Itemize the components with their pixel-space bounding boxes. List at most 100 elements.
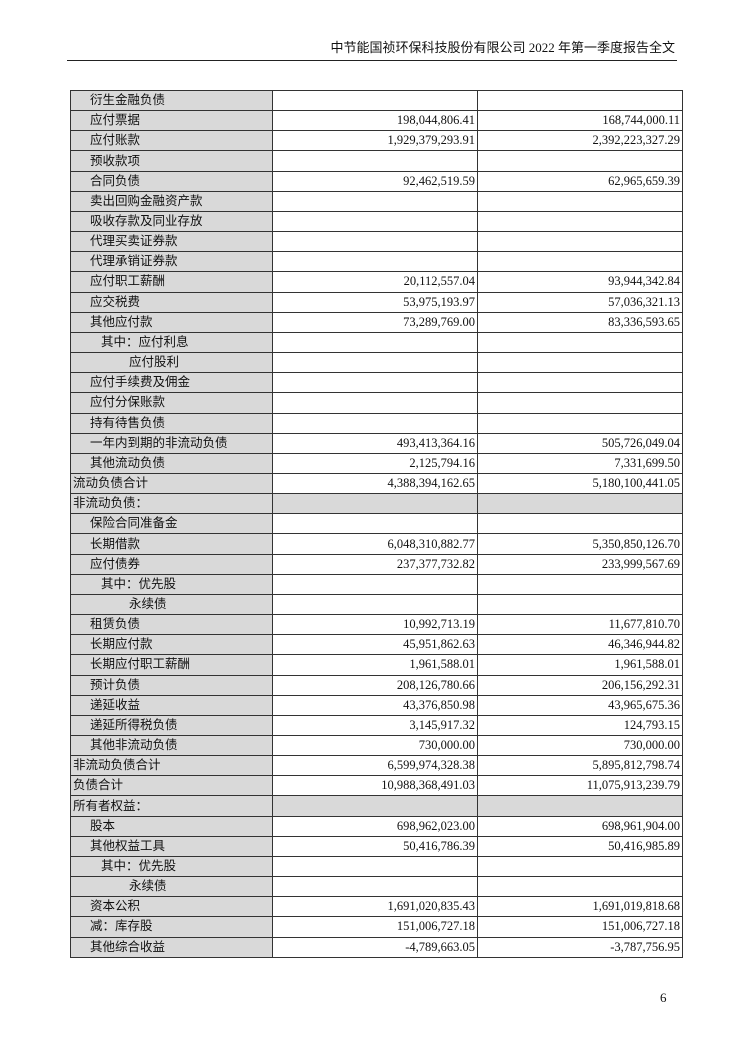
- row-label: 其他应付款: [70, 311, 273, 333]
- period-end-value: 53,975,193.97: [272, 291, 478, 313]
- row-label: 减：库存股: [70, 916, 273, 938]
- prior-period-value: [477, 331, 683, 354]
- table-row: 递延所得税负债 3,145,917.32 124,793.15: [70, 714, 683, 737]
- row-label: 股本: [70, 815, 273, 837]
- row-label: 负债合计: [70, 775, 273, 797]
- table-row: 应付分保账款: [70, 392, 683, 414]
- row-label: 非流动负债合计: [70, 755, 273, 777]
- table-row: 永续债: [70, 593, 683, 616]
- prior-period-value: 50,416,985.89: [477, 835, 683, 857]
- period-end-value: 730,000.00: [272, 734, 478, 757]
- row-label: 长期应付款: [70, 634, 273, 656]
- period-end-value: 43,376,850.98: [272, 694, 478, 716]
- table-row: 保险合同准备金: [70, 513, 683, 535]
- row-label: 其他权益工具: [70, 835, 273, 857]
- prior-period-value: 168,744,000.11: [477, 110, 683, 132]
- row-label: 递延收益: [70, 694, 273, 716]
- prior-period-value: [477, 231, 683, 253]
- table-row: 吸收存款及同业存放: [70, 210, 683, 233]
- period-end-value: 2,125,794.16: [272, 452, 478, 474]
- row-label: 租赁负债: [70, 614, 273, 636]
- prior-period-value: [477, 210, 683, 233]
- row-label: 非流动负债：: [70, 493, 273, 515]
- table-row: 资本公积 1,691,020,835.43 1,691,019,818.68: [70, 896, 683, 918]
- period-end-value: 73,289,769.00: [272, 311, 478, 333]
- period-end-value: [272, 372, 478, 394]
- period-end-value: 45,951,862.63: [272, 634, 478, 656]
- prior-period-value: 7,331,699.50: [477, 452, 683, 474]
- row-label: 应付手续费及佣金: [70, 372, 273, 394]
- table-row: 其中：优先股: [70, 573, 683, 595]
- prior-period-value: [477, 89, 683, 112]
- period-end-value: [272, 150, 478, 172]
- page-number: 6: [660, 990, 667, 1005]
- table-row: 长期应付款 45,951,862.63 46,346,944.82: [70, 634, 683, 656]
- table-row: 应交税费 53,975,193.97 57,036,321.13: [70, 291, 683, 313]
- table-row: 合同负债 92,462,519.59 62,965,659.39: [70, 170, 683, 192]
- period-end-value: 237,377,732.82: [272, 553, 478, 575]
- table-row: 持有待售负债: [70, 412, 683, 434]
- prior-period-value: 57,036,321.13: [477, 291, 683, 313]
- prior-period-value: 233,999,567.69: [477, 553, 683, 575]
- period-end-value: [272, 231, 478, 253]
- prior-period-value: 46,346,944.82: [477, 634, 683, 656]
- table-row: 递延收益 43,376,850.98 43,965,675.36: [70, 694, 683, 716]
- prior-period-value: [477, 593, 683, 616]
- table-row: 应付手续费及佣金: [70, 372, 683, 394]
- row-label: 永续债: [70, 593, 273, 616]
- prior-period-value: 5,895,812,798.74: [477, 755, 683, 777]
- period-end-value: 50,416,786.39: [272, 835, 478, 857]
- prior-period-value: [477, 190, 683, 212]
- section-header-row: 非流动负债：: [70, 493, 683, 515]
- table-row: 预计负债 208,126,780.66 206,156,292.31: [70, 674, 683, 696]
- period-end-value: 1,691,020,835.43: [272, 896, 478, 918]
- table-row: 减：库存股 151,006,727.18 151,006,727.18: [70, 916, 683, 938]
- row-label: 其他非流动负债: [70, 734, 273, 757]
- period-end-value: [272, 593, 478, 616]
- table-row: 其中：应付利息: [70, 331, 683, 354]
- period-end-value: 10,988,368,491.03: [272, 775, 478, 797]
- row-label: 其他综合收益: [70, 936, 273, 958]
- prior-period-value: [477, 876, 683, 898]
- period-end-value: [272, 89, 478, 112]
- header-divider: [67, 60, 677, 61]
- table-row: 永续债: [70, 876, 683, 898]
- row-label: 衍生金融负债: [70, 89, 273, 112]
- prior-period-value: [477, 372, 683, 394]
- table-row: 应付账款 1,929,379,293.91 2,392,223,327.29: [70, 130, 683, 152]
- row-label: 保险合同准备金: [70, 513, 273, 535]
- prior-period-value: 505,726,049.04: [477, 432, 683, 454]
- prior-period-value: 62,965,659.39: [477, 170, 683, 192]
- prior-period-value: [477, 392, 683, 414]
- period-end-value: 6,048,310,882.77: [272, 533, 478, 555]
- period-end-value: [272, 190, 478, 212]
- row-label: 资本公积: [70, 896, 273, 918]
- table-row: 负债合计 10,988,368,491.03 11,075,913,239.79: [70, 775, 683, 797]
- row-label: 流动负债合计: [70, 472, 273, 495]
- period-end-value: [272, 855, 478, 878]
- prior-period-value: 124,793.15: [477, 714, 683, 737]
- table-row: 租赁负债 10,992,713.19 11,677,810.70: [70, 614, 683, 636]
- row-label: 应付分保账款: [70, 392, 273, 414]
- period-end-value: [272, 573, 478, 595]
- period-end-value: 92,462,519.59: [272, 170, 478, 192]
- row-label: 应付账款: [70, 130, 273, 152]
- period-end-value: 1,961,588.01: [272, 654, 478, 676]
- table-row: 代理承销证券款: [70, 251, 683, 273]
- table-row: 其他流动负债 2,125,794.16 7,331,699.50: [70, 452, 683, 474]
- period-end-value: 20,112,557.04: [272, 271, 478, 293]
- period-end-value: 4,388,394,162.65: [272, 472, 478, 495]
- prior-period-value: [477, 573, 683, 595]
- prior-period-value: [477, 513, 683, 535]
- period-end-value: [272, 412, 478, 434]
- prior-period-value: 93,944,342.84: [477, 271, 683, 293]
- row-label: 合同负债: [70, 170, 273, 192]
- prior-period-value: 1,691,019,818.68: [477, 896, 683, 918]
- row-label: 长期应付职工薪酬: [70, 654, 273, 676]
- period-end-value: [272, 210, 478, 233]
- table-row: 股本 698,962,023.00 698,961,904.00: [70, 815, 683, 837]
- period-end-value: [272, 392, 478, 414]
- prior-period-value: 1,961,588.01: [477, 654, 683, 676]
- prior-period-value: 83,336,593.65: [477, 311, 683, 333]
- table-row: 其他综合收益 -4,789,663.05 -3,787,756.95: [70, 936, 683, 958]
